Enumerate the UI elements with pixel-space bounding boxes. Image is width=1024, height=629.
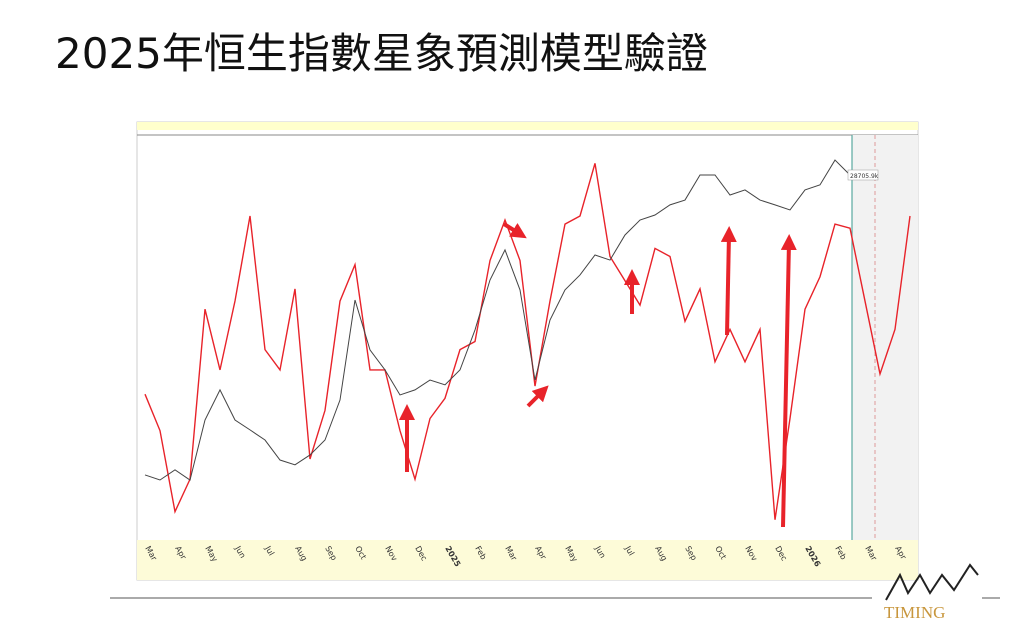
logo-text: TIMING: [884, 603, 945, 622]
price-label-box: [847, 169, 879, 181]
arrow: [780, 234, 797, 528]
price-label: 28705.9k: [850, 173, 879, 180]
chart-frame: [136, 121, 919, 581]
slide-title: 2025年恒生指數星象預測模型驗證: [55, 29, 708, 78]
arrow: [526, 385, 549, 408]
logo-mark: [885, 563, 979, 601]
arrow: [720, 226, 737, 336]
top-strip: [137, 122, 918, 130]
price-line: [144, 159, 851, 481]
x-axis-band: [137, 540, 918, 580]
logo: TIMING: [884, 563, 979, 622]
arrow: [502, 222, 527, 239]
future-zone: [852, 135, 918, 540]
annotation-arrows: [399, 222, 797, 528]
